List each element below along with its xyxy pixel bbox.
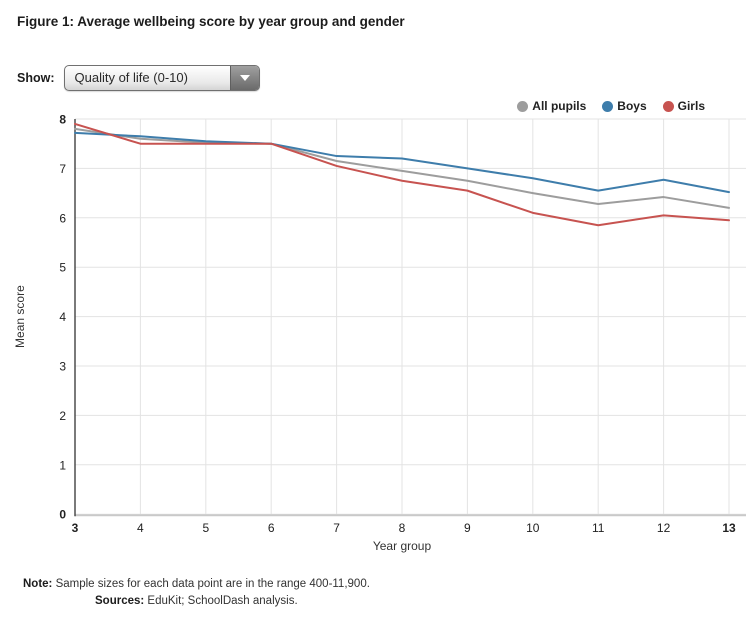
legend-item-label: All pupils <box>532 99 587 113</box>
y-tick-label: 8 <box>59 113 66 127</box>
x-tick-label: 13 <box>722 521 736 535</box>
axes <box>74 119 746 517</box>
x-tick-label: 8 <box>399 521 406 535</box>
sources-label: Sources: <box>95 595 145 607</box>
select-dropdown-button[interactable] <box>229 65 259 90</box>
show-control-row: Show: Quality of life (0-10) <box>17 64 260 91</box>
x-tick-label: 6 <box>268 521 275 535</box>
legend-item-all-pupils[interactable]: All pupils <box>517 99 586 113</box>
legend-item-girls[interactable]: Girls <box>662 99 705 113</box>
x-tick-label: 12 <box>657 521 671 535</box>
series-line-girls <box>74 122 730 227</box>
show-label: Show: <box>17 70 55 85</box>
y-tick-labels: 0 1 2 3 4 5 6 7 8 <box>59 113 66 522</box>
legend-marker-icon <box>602 100 614 112</box>
note-label: Note: <box>23 578 53 590</box>
gridlines <box>74 118 746 515</box>
legend-marker-icon <box>662 100 674 112</box>
series-line-boys <box>74 131 730 194</box>
note-text: Sample sizes for each data point are in … <box>52 578 370 590</box>
x-tick-label: 10 <box>526 521 540 535</box>
x-tick-label: 7 <box>333 521 340 535</box>
metric-select-value: Quality of life (0-10) <box>74 70 188 85</box>
sources-line: Sources: EduKit; SchoolDash analysis. <box>95 595 298 607</box>
x-tick-label: 3 <box>72 521 79 535</box>
figure-title: Figure 1: Average wellbeing score by yea… <box>17 14 405 29</box>
series-line-all-pupils <box>74 127 730 209</box>
y-tick-label: 2 <box>59 409 66 423</box>
y-tick-label: 7 <box>59 162 66 176</box>
y-tick-label: 3 <box>59 360 66 374</box>
sources-text: EduKit; SchoolDash analysis. <box>144 595 298 607</box>
series-lines <box>74 122 730 227</box>
x-tick-label: 5 <box>202 521 209 535</box>
x-tick-label: 11 <box>592 521 605 535</box>
legend-marker-icon <box>517 100 529 112</box>
x-tick-label: 9 <box>464 521 471 535</box>
x-axis-title: Year group <box>373 539 432 553</box>
y-tick-label: 4 <box>59 310 66 324</box>
y-tick-label: 6 <box>59 211 66 225</box>
y-axis-title: Mean score <box>13 285 27 348</box>
note-line: Note: Sample sizes for each data point a… <box>23 578 370 590</box>
chevron-down-icon <box>239 74 250 81</box>
metric-select[interactable]: Quality of life (0-10) <box>63 64 260 91</box>
chart-legend: All pupils Boys Girls <box>517 99 705 113</box>
legend-item-boys[interactable]: Boys <box>602 99 647 113</box>
y-tick-label: 1 <box>59 458 66 472</box>
y-tick-label: 5 <box>59 261 66 275</box>
x-tick-label: 4 <box>137 521 144 535</box>
legend-item-label: Boys <box>617 99 647 113</box>
y-tick-label: 0 <box>59 508 66 522</box>
legend-item-label: Girls <box>677 99 705 113</box>
x-tick-labels: 3 4 5 6 7 8 9 10 11 12 13 <box>72 521 736 535</box>
